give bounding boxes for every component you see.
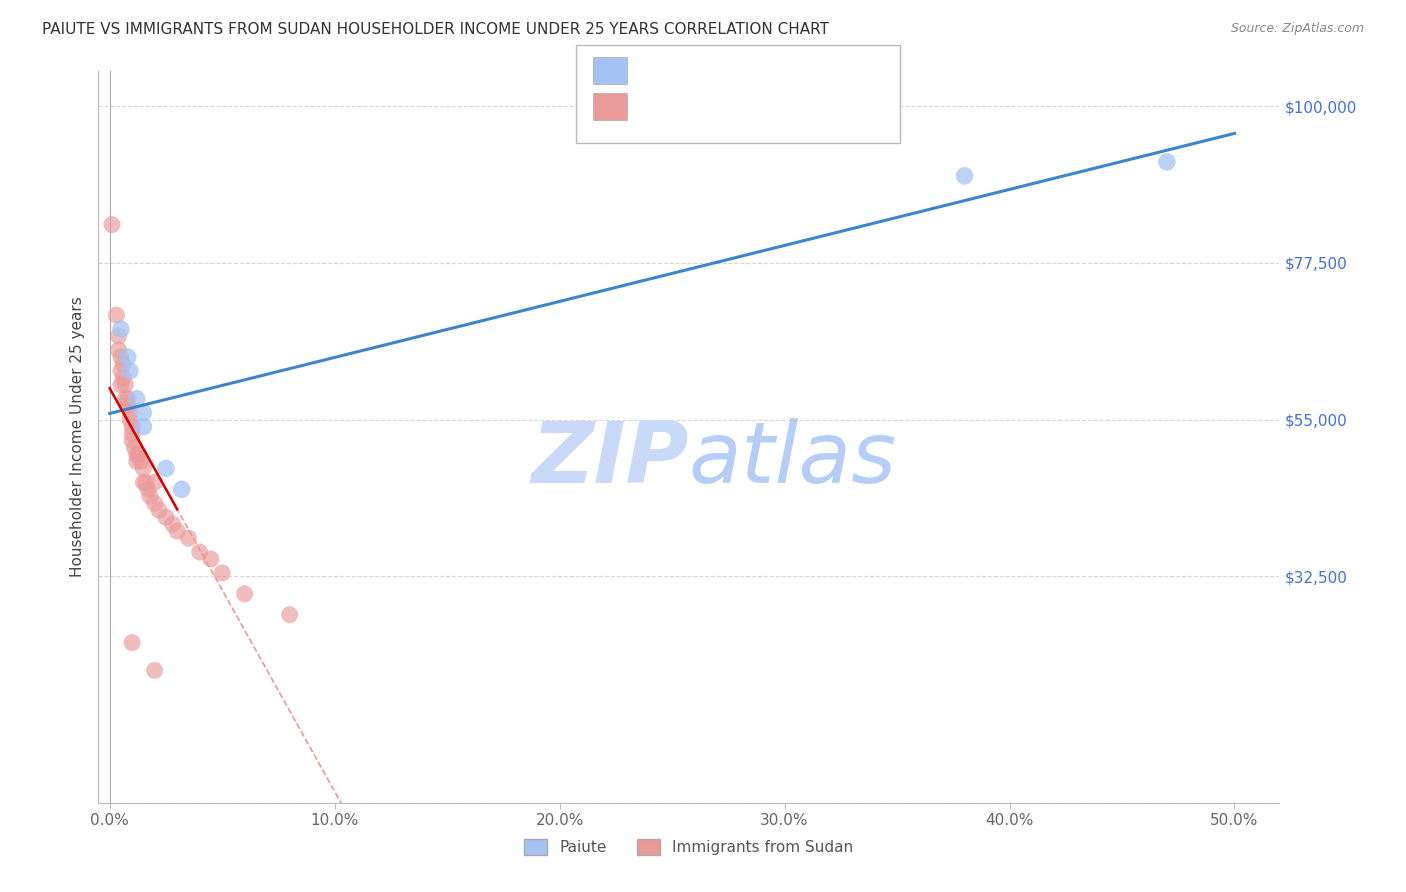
- Point: [105, 308, 128, 322]
- Text: Source: ZipAtlas.com: Source: ZipAtlas.com: [1230, 22, 1364, 36]
- Point: [107, 329, 129, 343]
- Point: [112, 371, 135, 385]
- Point: [143, 475, 166, 490]
- Point: [125, 454, 148, 468]
- Point: [110, 322, 132, 336]
- Point: [110, 350, 132, 364]
- Point: [953, 169, 976, 183]
- Text: PAIUTE VS IMMIGRANTS FROM SUDAN HOUSEHOLDER INCOME UNDER 25 YEARS CORRELATION CH: PAIUTE VS IMMIGRANTS FROM SUDAN HOUSEHOL…: [42, 22, 830, 37]
- Point: [107, 343, 129, 357]
- Point: [112, 357, 135, 371]
- Point: [128, 448, 150, 462]
- Point: [117, 392, 139, 406]
- Legend: Paiute, Immigrants from Sudan: Paiute, Immigrants from Sudan: [519, 833, 859, 861]
- Text: ZIP: ZIP: [531, 417, 689, 500]
- Point: [166, 524, 188, 538]
- Point: [136, 483, 159, 497]
- Text: atlas: atlas: [689, 417, 897, 500]
- Point: [278, 607, 301, 622]
- Point: [132, 475, 155, 490]
- Point: [139, 489, 162, 503]
- Point: [110, 364, 132, 378]
- Point: [118, 406, 141, 420]
- Point: [117, 350, 139, 364]
- Point: [135, 475, 157, 490]
- Y-axis label: Householder Income Under 25 years: Householder Income Under 25 years: [70, 297, 86, 577]
- Point: [233, 587, 256, 601]
- Text: N =: N =: [733, 101, 769, 119]
- Point: [114, 392, 136, 406]
- Point: [125, 392, 148, 406]
- Text: 42: 42: [772, 101, 797, 119]
- Point: [155, 461, 177, 475]
- Point: [117, 399, 139, 413]
- Point: [177, 531, 200, 545]
- Point: [132, 406, 155, 420]
- Point: [211, 566, 233, 580]
- Point: [118, 412, 141, 426]
- Point: [143, 496, 166, 510]
- Point: [1156, 155, 1178, 169]
- Point: [124, 441, 146, 455]
- Point: [110, 377, 132, 392]
- Point: [132, 461, 155, 475]
- Text: N =: N =: [733, 65, 769, 83]
- Point: [121, 426, 143, 441]
- Text: 10: 10: [772, 65, 797, 83]
- Point: [129, 454, 152, 468]
- Point: [162, 517, 184, 532]
- Point: [148, 503, 170, 517]
- Point: [188, 545, 211, 559]
- Point: [121, 635, 143, 649]
- Text: 0.711: 0.711: [679, 65, 735, 83]
- Point: [114, 377, 136, 392]
- Point: [118, 364, 141, 378]
- Text: -0.194: -0.194: [679, 101, 744, 119]
- Point: [170, 483, 193, 497]
- Point: [125, 448, 148, 462]
- Text: R =: R =: [637, 65, 673, 83]
- Text: R =: R =: [637, 101, 673, 119]
- Point: [101, 218, 124, 232]
- Point: [155, 510, 177, 524]
- Point: [143, 664, 166, 678]
- Point: [121, 419, 143, 434]
- Point: [200, 552, 222, 566]
- Point: [121, 434, 143, 448]
- Point: [132, 419, 155, 434]
